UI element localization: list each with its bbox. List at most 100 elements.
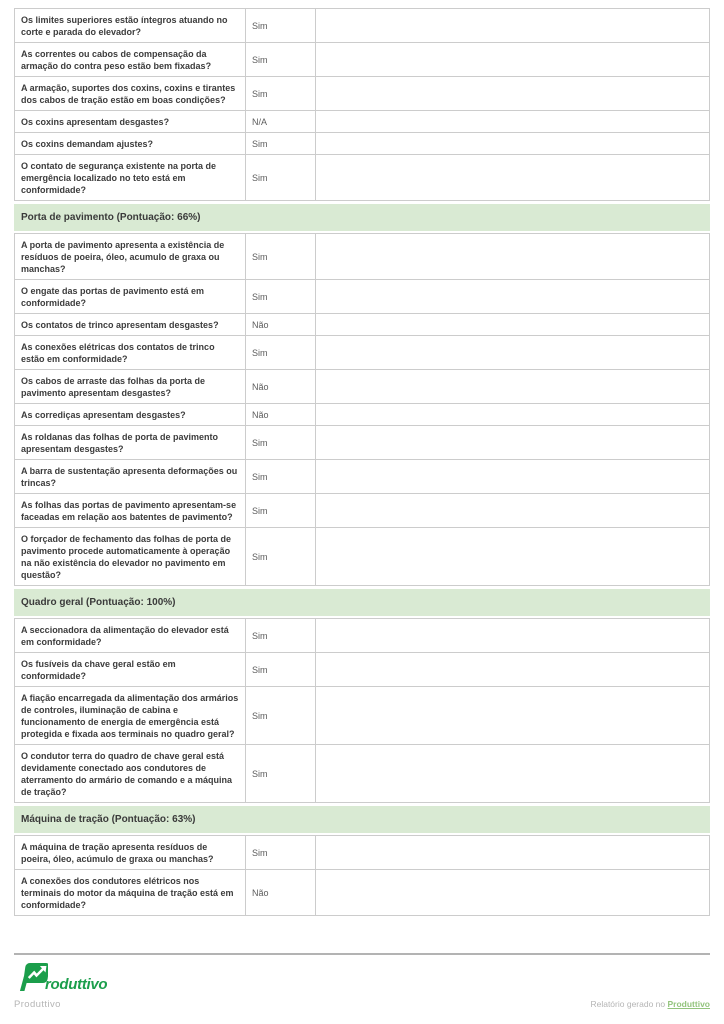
question-cell: O engate das portas de pavimento está em… (14, 279, 246, 314)
answer-cell: Sim (245, 233, 316, 280)
table-row: Os contatos de trinco apresentam desgast… (14, 313, 710, 336)
checklist-section: Quadro geral (Pontuação: 100%) A seccion… (14, 589, 710, 803)
answer-cell: Sim (245, 279, 316, 314)
notes-cell (315, 686, 710, 745)
question-cell: As conexões elétricas dos contatos de tr… (14, 335, 246, 370)
section-header-label: Máquina de tração (Pontuação: 63%) (21, 814, 196, 825)
notes-cell (315, 459, 710, 494)
notes-cell (315, 493, 710, 528)
table-row: Os coxins apresentam desgastes? N/A (14, 110, 710, 133)
answer-cell: Não (245, 313, 316, 336)
notes-cell (315, 869, 710, 916)
footer-text-row: Produttivo Relatório gerado no Produttiv… (14, 999, 710, 1010)
answer-cell: Sim (245, 8, 316, 43)
notes-cell (315, 835, 710, 870)
notes-cell (315, 279, 710, 314)
answer-cell: Sim (245, 425, 316, 460)
table-row: O contato de segurança existente na port… (14, 154, 710, 201)
generated-note: Relatório gerado no Produttivo (590, 999, 710, 1009)
table-row: Os limites superiores estão íntegros atu… (14, 8, 710, 43)
answer-cell: Sim (245, 459, 316, 494)
table-row: As folhas das portas de pavimento aprese… (14, 493, 710, 528)
generated-note-text: Relatório gerado no (590, 999, 668, 1009)
table-row: O condutor terra do quadro de chave gera… (14, 744, 710, 803)
notes-cell (315, 744, 710, 803)
answer-cell: Sim (245, 154, 316, 201)
question-cell: As roldanas das folhas de porta de pavim… (14, 425, 246, 460)
page-footer: roduttivo Produttivo Relatório gerado no… (14, 953, 710, 1010)
notes-cell (315, 233, 710, 280)
checklist-section: Os limites superiores estão íntegros atu… (14, 8, 710, 201)
notes-cell (315, 154, 710, 201)
question-cell: O contato de segurança existente na port… (14, 154, 246, 201)
table-row: A máquina de tração apresenta resíduos d… (14, 835, 710, 870)
question-cell: A conexões dos condutores elétricos nos … (14, 869, 246, 916)
checklist-section: Máquina de tração (Pontuação: 63%) A máq… (14, 806, 710, 916)
checklist-section: Porta de pavimento (Pontuação: 66%) A po… (14, 204, 710, 586)
table-row: A seccionadora da alimentação do elevado… (14, 618, 710, 653)
question-cell: As corrediças apresentam desgastes? (14, 403, 246, 426)
table-row: A fiação encarregada da alimentação dos … (14, 686, 710, 745)
section-header-label: Porta de pavimento (Pontuação: 66%) (21, 212, 201, 223)
checklist-section-table: A porta de pavimento apresenta a existên… (14, 233, 710, 586)
question-cell: Os contatos de trinco apresentam desgast… (14, 313, 246, 336)
table-row: As correntes ou cabos de compensação da … (14, 42, 710, 77)
produttivo-link[interactable]: Produttivo (667, 999, 711, 1009)
answer-cell: Sim (245, 76, 316, 111)
brand-name: Produttivo (14, 999, 61, 1010)
table-row: A porta de pavimento apresenta a existên… (14, 233, 710, 280)
notes-cell (315, 618, 710, 653)
question-cell: A máquina de tração apresenta resíduos d… (14, 835, 246, 870)
question-cell: As correntes ou cabos de compensação da … (14, 42, 246, 77)
notes-cell (315, 76, 710, 111)
question-cell: A seccionadora da alimentação do elevado… (14, 618, 246, 653)
answer-cell: N/A (245, 110, 316, 133)
produttivo-flag-icon (19, 963, 48, 991)
notes-cell (315, 403, 710, 426)
answer-cell: Sim (245, 42, 316, 77)
answer-cell: Não (245, 369, 316, 404)
produttivo-logo: roduttivo (14, 963, 710, 992)
answer-cell: Sim (245, 132, 316, 155)
checklist-table: Os limites superiores estão íntegros atu… (14, 8, 710, 916)
table-row: A barra de sustentação apresenta deforma… (14, 459, 710, 494)
question-cell: Os coxins apresentam desgastes? (14, 110, 246, 133)
question-cell: Os fusíveis da chave geral estão em conf… (14, 652, 246, 687)
question-cell: O condutor terra do quadro de chave gera… (14, 744, 246, 803)
table-row: O engate das portas de pavimento está em… (14, 279, 710, 314)
section-header: Porta de pavimento (Pontuação: 66%) (14, 204, 710, 231)
table-row: Os fusíveis da chave geral estão em conf… (14, 652, 710, 687)
answer-cell: Sim (245, 493, 316, 528)
checklist-section-table: A seccionadora da alimentação do elevado… (14, 618, 710, 803)
footer-divider (14, 953, 710, 955)
answer-cell: Não (245, 403, 316, 426)
notes-cell (315, 8, 710, 43)
notes-cell (315, 527, 710, 586)
question-cell: A barra de sustentação apresenta deforma… (14, 459, 246, 494)
notes-cell (315, 335, 710, 370)
checklist-section-table: A máquina de tração apresenta resíduos d… (14, 835, 710, 916)
answer-cell: Sim (245, 686, 316, 745)
answer-cell: Não (245, 869, 316, 916)
table-row: Os cabos de arraste das folhas da porta … (14, 369, 710, 404)
notes-cell (315, 132, 710, 155)
table-row: As conexões elétricas dos contatos de tr… (14, 335, 710, 370)
logo-wordmark: roduttivo (45, 976, 108, 993)
table-row: O forçador de fechamento das folhas de p… (14, 527, 710, 586)
table-row: As corrediças apresentam desgastes? Não (14, 403, 710, 426)
question-cell: O forçador de fechamento das folhas de p… (14, 527, 246, 586)
answer-cell: Sim (245, 335, 316, 370)
checklist-section-table: Os limites superiores estão íntegros atu… (14, 8, 710, 201)
notes-cell (315, 110, 710, 133)
table-row: A conexões dos condutores elétricos nos … (14, 869, 710, 916)
notes-cell (315, 652, 710, 687)
notes-cell (315, 42, 710, 77)
section-header: Máquina de tração (Pontuação: 63%) (14, 806, 710, 833)
answer-cell: Sim (245, 618, 316, 653)
table-row: Os coxins demandam ajustes? Sim (14, 132, 710, 155)
section-header: Quadro geral (Pontuação: 100%) (14, 589, 710, 616)
answer-cell: Sim (245, 652, 316, 687)
question-cell: A porta de pavimento apresenta a existên… (14, 233, 246, 280)
question-cell: A armação, suportes dos coxins, coxins e… (14, 76, 246, 111)
